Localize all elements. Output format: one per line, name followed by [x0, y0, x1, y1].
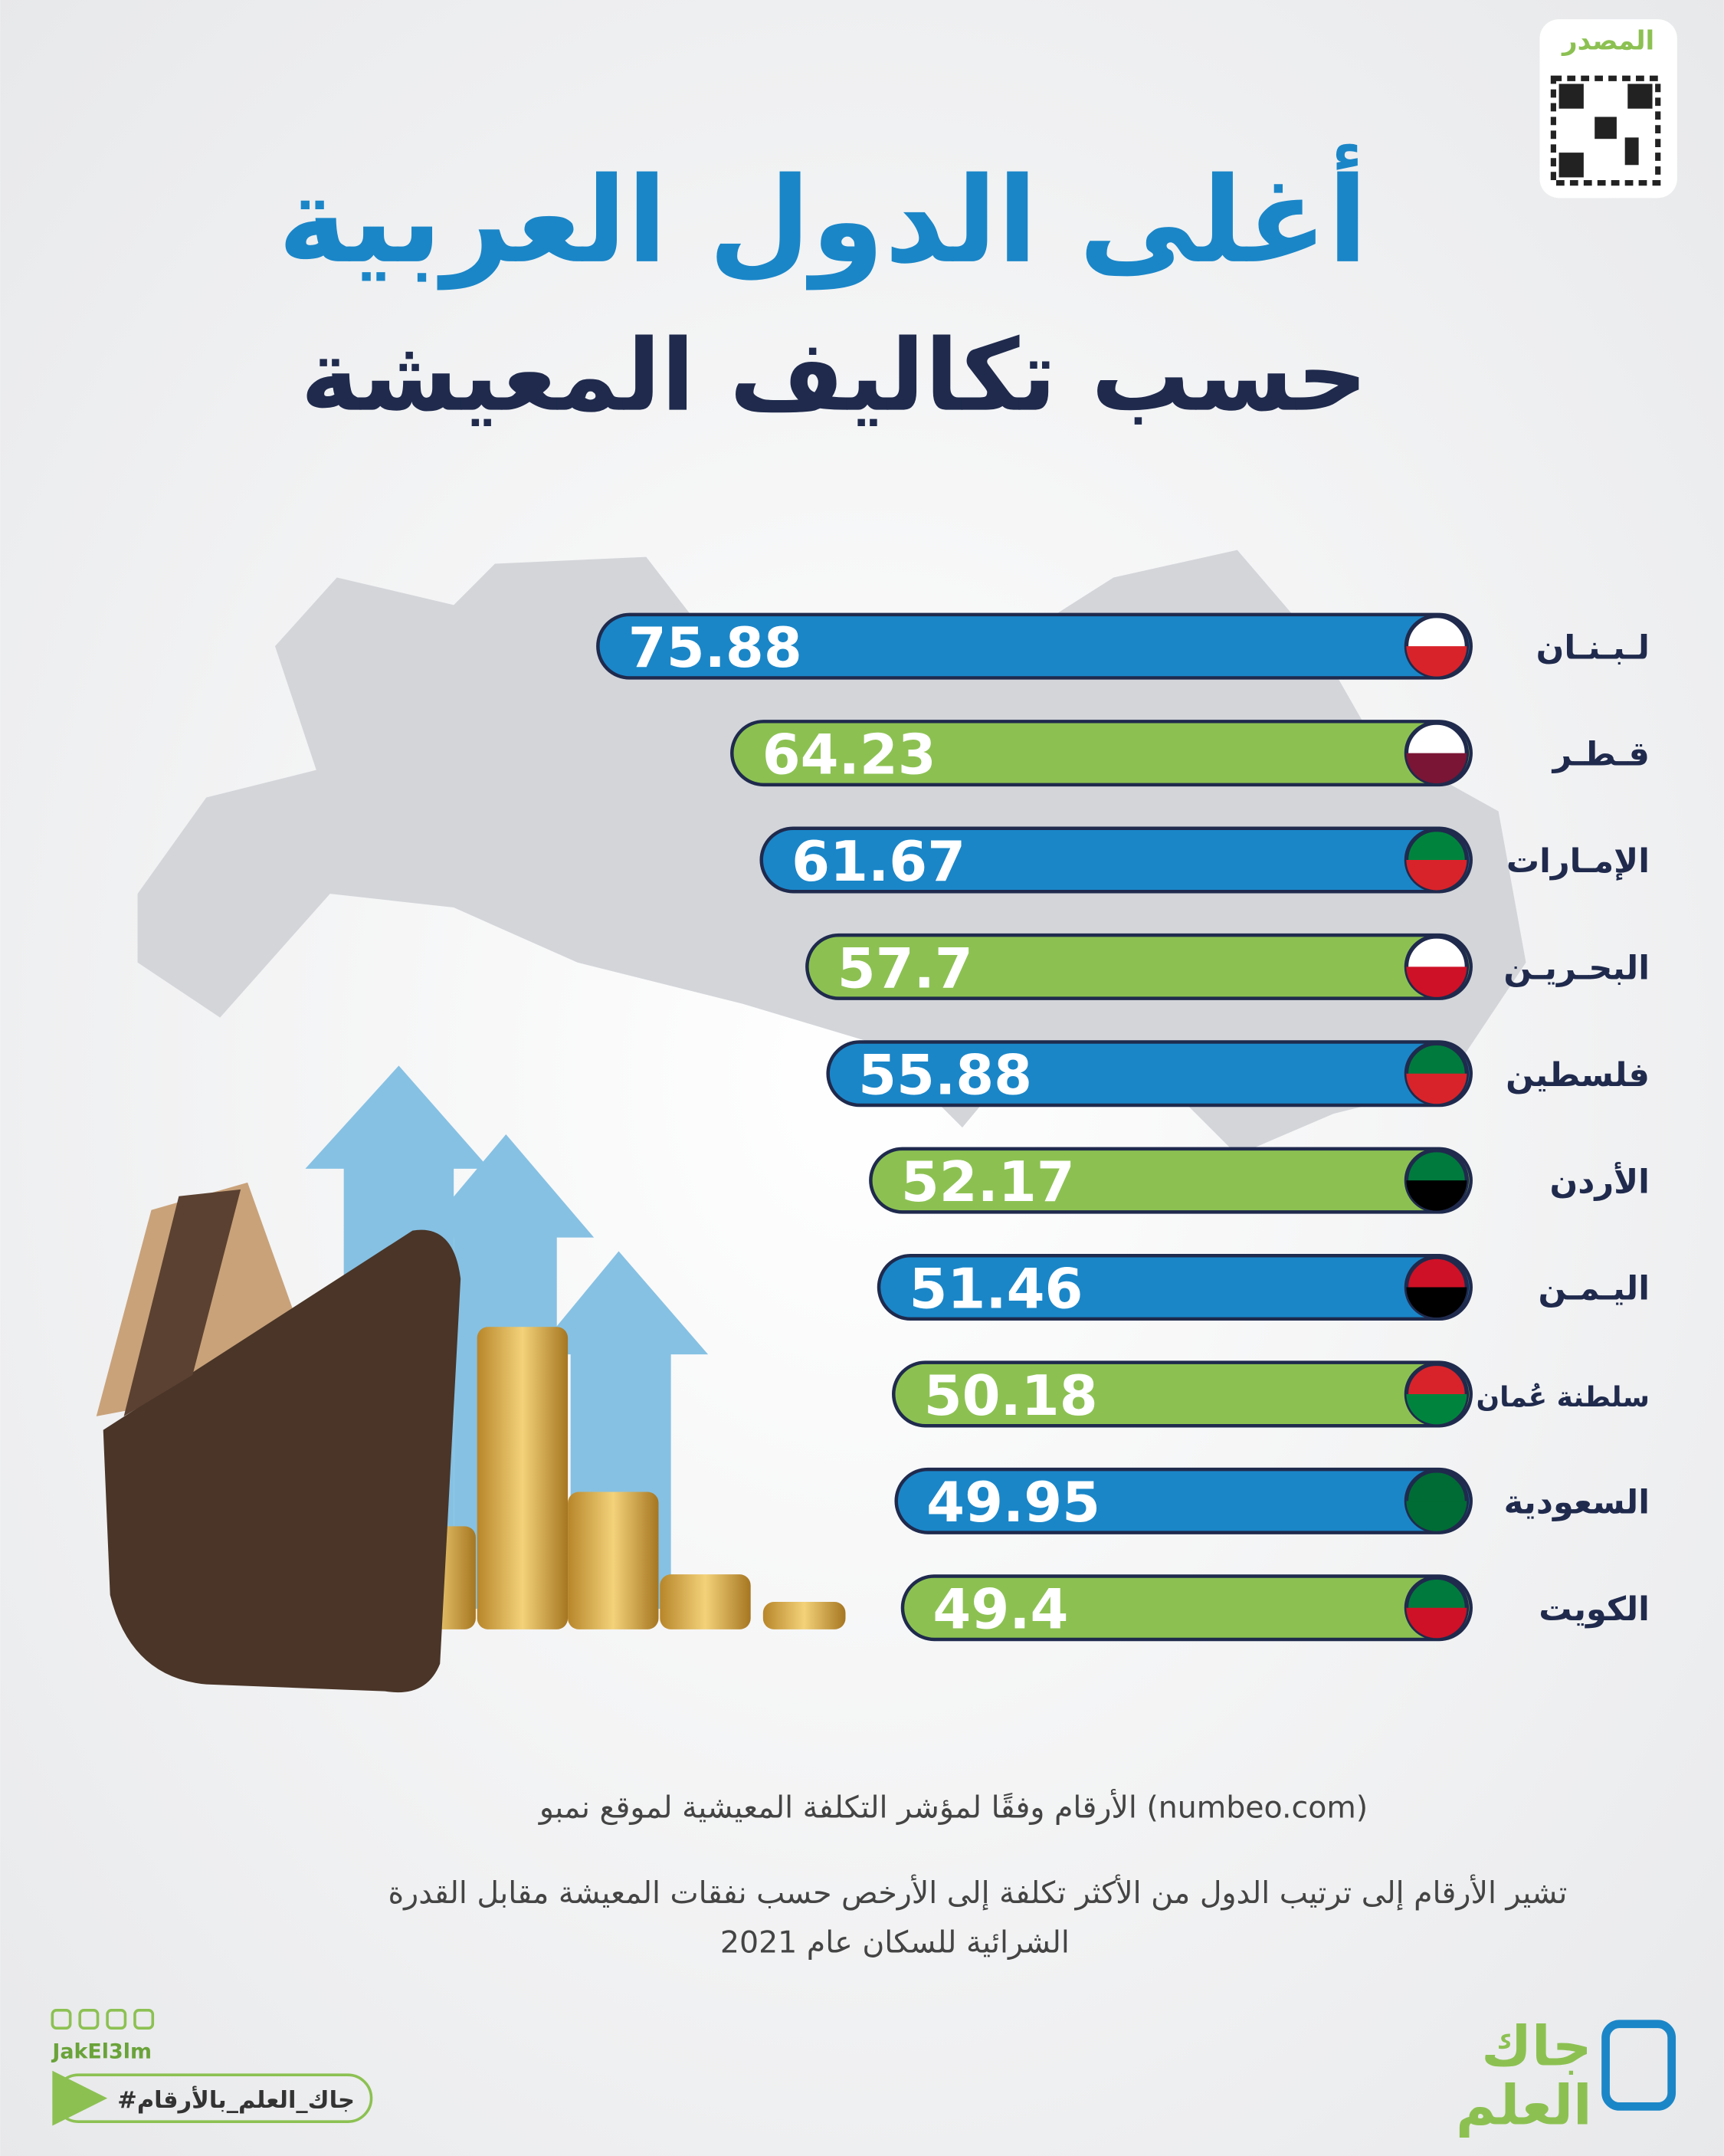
value-label: 51.46 [909, 1256, 1083, 1321]
value-label: 61.67 [792, 829, 965, 894]
value-label: 75.88 [628, 615, 802, 680]
bar [826, 1040, 1473, 1108]
flag [1406, 859, 1467, 891]
bar [892, 1360, 1473, 1428]
handle: JakEl3lm [51, 2040, 152, 2064]
category-label: السعودية [1504, 1483, 1650, 1521]
title: أغلى الدول العربية [278, 144, 1368, 290]
note: الأرقام وفقًا لمؤشر التكلفة المعيشية لمو… [538, 1789, 1368, 1826]
bar [877, 1254, 1473, 1321]
flag [1406, 1501, 1467, 1531]
flag [1406, 1393, 1467, 1425]
social-icons [51, 2009, 155, 2030]
flag [1406, 1607, 1467, 1639]
qr-code [1550, 75, 1661, 186]
play-icon [52, 2070, 108, 2126]
logo-text: العلم [1456, 2073, 1592, 2138]
bar [805, 933, 1473, 1000]
category-label: الأردن [1550, 1161, 1650, 1201]
bar [759, 826, 1473, 894]
flag [1406, 1287, 1467, 1318]
category-label: فلسطين [1506, 1056, 1650, 1094]
bar [869, 1147, 1473, 1214]
bar [730, 720, 1473, 787]
flag [1406, 966, 1467, 997]
category-label: اليـمـن [1538, 1270, 1650, 1308]
logo-text: جاك [1481, 2014, 1591, 2079]
value-label: 52.17 [901, 1150, 1075, 1214]
hashtag: #جاك_العلم_بالأرقام [117, 2085, 355, 2114]
category-label: سلطنة عُمان [1477, 1382, 1650, 1413]
subtitle: حسب تكاليف المعيشة [300, 319, 1368, 434]
category-label: لـبـنـان [1536, 628, 1650, 667]
illustration [96, 1065, 846, 1693]
category-label: قـطـر [1552, 736, 1650, 774]
flag [1406, 1180, 1467, 1211]
value-label: 57.7 [837, 936, 973, 1000]
value-label: 49.4 [932, 1577, 1068, 1642]
category-label: البحـريـن [1503, 950, 1650, 988]
flag [1406, 646, 1467, 677]
flag [1406, 1073, 1467, 1104]
note: تشير الأرقام إلى ترتيب الدول من الأكثر ت… [388, 1874, 1567, 1911]
bar [596, 612, 1473, 680]
note: الشرائية للسكان عام 2021 [720, 1925, 1070, 1960]
value-label: 64.23 [762, 722, 936, 786]
value-label: 55.88 [858, 1043, 1032, 1108]
bar [894, 1467, 1473, 1534]
bar [900, 1574, 1473, 1642]
logo-icon [1601, 2020, 1676, 2111]
category-label: الكويت [1539, 1590, 1650, 1629]
source-label: المصدر [1561, 26, 1654, 57]
flag [1406, 753, 1467, 784]
value-label: 49.95 [926, 1470, 1100, 1534]
category-label: الإمـارات [1506, 842, 1650, 881]
value-label: 50.18 [924, 1363, 1098, 1428]
